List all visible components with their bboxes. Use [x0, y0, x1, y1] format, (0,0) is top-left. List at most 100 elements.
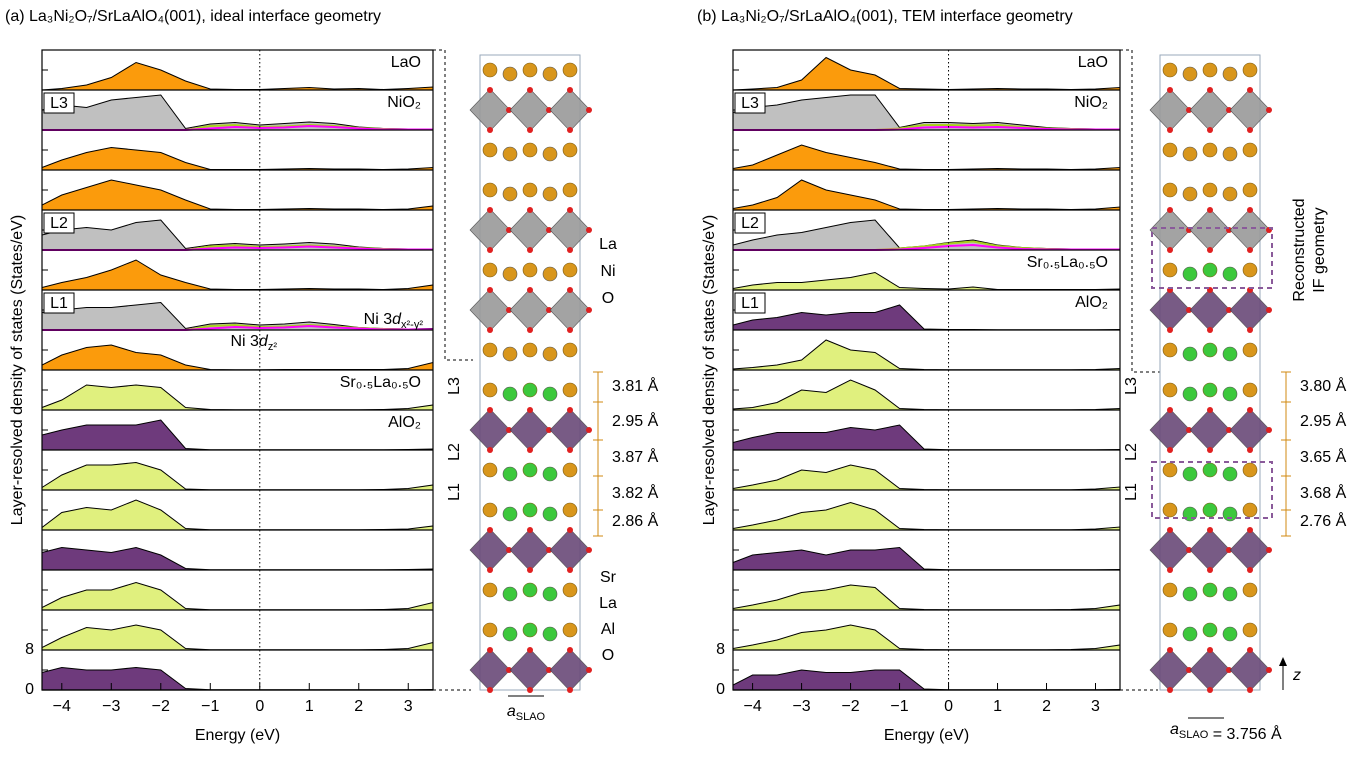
element-legend: O [602, 647, 614, 664]
arrow-head [1279, 657, 1287, 666]
oxygen [1247, 127, 1253, 133]
x-tick-label: −1 [890, 698, 908, 715]
oxygen [1226, 427, 1232, 433]
oxygen [1186, 547, 1192, 553]
layer-tag-box [43, 292, 75, 314]
cation [1162, 182, 1178, 198]
oxygen [567, 327, 573, 333]
cation [482, 582, 498, 598]
text-part: = 3.756 Å [1208, 724, 1282, 743]
oxygen [487, 287, 493, 293]
y-axis-label: Layer-resolved density of states (States… [9, 215, 26, 525]
cation [542, 586, 558, 602]
dos-area [41, 499, 434, 531]
oxygen [1207, 207, 1213, 213]
x-tick-label: −4 [53, 698, 71, 715]
cation [482, 342, 498, 358]
oxygen [1247, 687, 1253, 693]
oxygen [567, 287, 573, 293]
cation [1242, 382, 1258, 398]
cation [1202, 622, 1218, 638]
oxygen [1167, 127, 1173, 133]
octahedron [1189, 648, 1231, 692]
cation [1202, 582, 1218, 598]
oxygen [1207, 87, 1213, 93]
oxygen [1247, 327, 1253, 333]
oxygen [1167, 87, 1173, 93]
oxygen [1207, 327, 1213, 333]
italic-part: a [1170, 721, 1179, 738]
cation [522, 582, 538, 598]
cation [482, 382, 498, 398]
cation [562, 462, 578, 478]
distance-label: 3.65 Å [1300, 447, 1347, 466]
distance-label: 2.95 Å [612, 411, 659, 430]
dos-area [732, 179, 1121, 211]
oxygen [527, 527, 533, 533]
oxygen [1167, 207, 1173, 213]
element-legend: O [602, 290, 614, 307]
cation [542, 346, 558, 362]
octahedron [509, 88, 551, 132]
oxygen [1207, 687, 1213, 693]
dos-area [41, 461, 434, 491]
cation [482, 502, 498, 518]
octahedron [1189, 208, 1231, 252]
oxygen [567, 87, 573, 93]
panel-title: (a) La₃Ni₂O₇/SrLaAlO₄(001), ideal interf… [5, 8, 381, 25]
cation [1202, 342, 1218, 358]
oxygen [527, 567, 533, 573]
cation [482, 62, 498, 78]
octahedron [1149, 408, 1191, 452]
cation [1242, 182, 1258, 198]
structure-layer-label: L1 [1123, 483, 1140, 501]
octahedron [509, 408, 551, 452]
lattice-label: aSLAO = 3.756 Å [1170, 721, 1282, 743]
oxygen [527, 207, 533, 213]
oxygen [1167, 407, 1173, 413]
layer-tag: L1 [741, 295, 759, 312]
connector [1120, 49, 1160, 373]
layer-label: AlO₂ [388, 414, 421, 431]
dos-area [732, 304, 1121, 331]
cation [1162, 62, 1178, 78]
x-tick-label: −1 [201, 698, 219, 715]
oxygen [527, 647, 533, 653]
oxygen [567, 447, 573, 453]
octahedron [1229, 208, 1271, 252]
cation [482, 182, 498, 198]
oxygen [487, 687, 493, 693]
octahedron [509, 648, 551, 692]
cation [1222, 186, 1238, 202]
dos-area [732, 669, 1121, 691]
octahedron [1189, 288, 1231, 332]
cation [1162, 342, 1178, 358]
cation [1202, 382, 1218, 398]
highlight-box [1151, 461, 1273, 519]
x-tick-label: 2 [354, 698, 363, 715]
cation [502, 586, 518, 602]
layer-label: Sr₀.₅La₀.₅O [340, 374, 421, 391]
element-legend: Ni [600, 263, 615, 280]
y-tick-label: 0 [25, 681, 34, 698]
cation [1182, 346, 1198, 362]
dos-area [732, 339, 1121, 371]
oxygen [1247, 447, 1253, 453]
oxygen [1266, 307, 1272, 313]
y-tick-label: 8 [25, 641, 34, 658]
dos-area [732, 501, 1121, 531]
structure-layer-label: L3 [1123, 377, 1140, 395]
structure-layer-label: L3 [446, 377, 463, 395]
y-tick-label: 8 [716, 641, 725, 658]
oxygen [527, 87, 533, 93]
layer-tag-box [734, 292, 766, 314]
element-legend: La [599, 595, 617, 612]
structure-layer-label: L1 [446, 483, 463, 501]
panel-title: (b) La₃Ni₂O₇/SrLaAlO₄(001), TEM interfac… [697, 8, 1073, 25]
cation [562, 622, 578, 638]
octahedron [1189, 528, 1231, 572]
layer-tag: L2 [50, 215, 68, 232]
dos-area [41, 666, 434, 691]
dos-area [41, 179, 434, 211]
oxygen [1186, 667, 1192, 673]
